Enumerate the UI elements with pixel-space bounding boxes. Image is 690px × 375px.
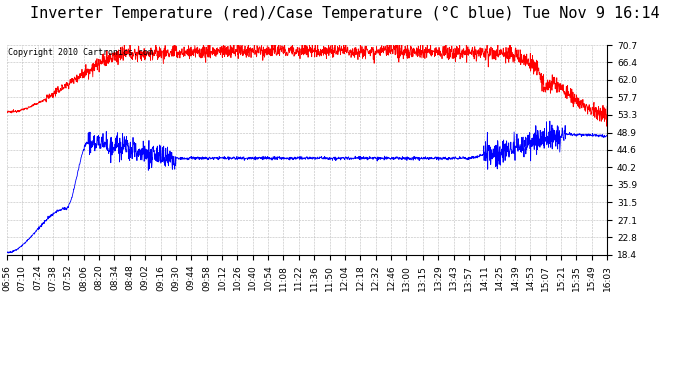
Text: Copyright 2010 Cartronics.com: Copyright 2010 Cartronics.com [8, 48, 153, 57]
Text: Inverter Temperature (red)/Case Temperature (°C blue) Tue Nov 9 16:14: Inverter Temperature (red)/Case Temperat… [30, 6, 660, 21]
